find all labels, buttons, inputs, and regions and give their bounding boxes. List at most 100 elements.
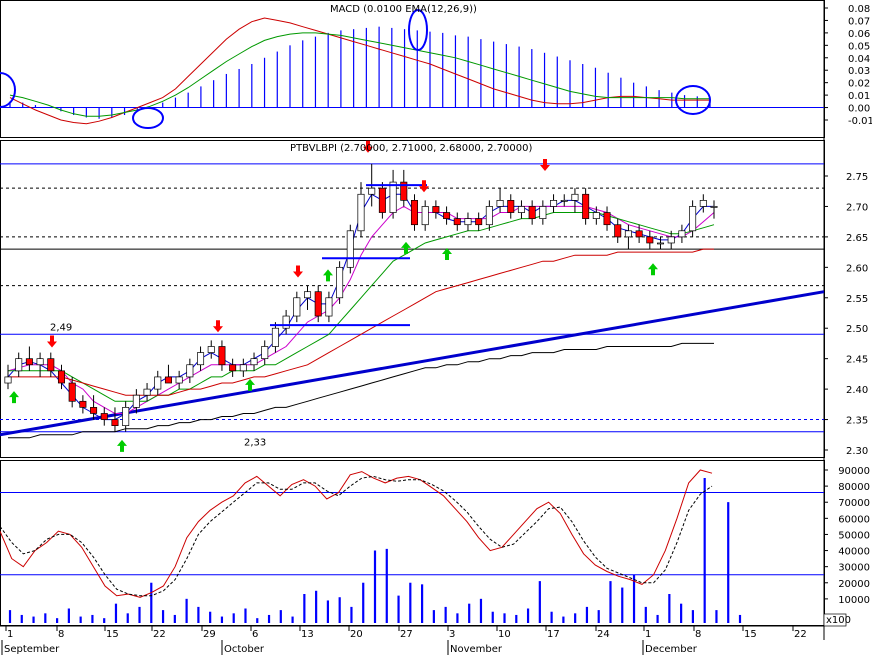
multiplier-box bbox=[823, 613, 847, 627]
macd-ytick-label: 0.03 bbox=[848, 66, 870, 77]
candle-body bbox=[582, 193, 590, 219]
candle-body bbox=[175, 376, 183, 384]
price-high-label: 2,49 bbox=[50, 322, 72, 333]
panel-frame-1 bbox=[0, 0, 825, 138]
candle-body bbox=[154, 376, 162, 390]
candle-body bbox=[293, 297, 301, 317]
candle-body bbox=[57, 370, 65, 384]
stoch-ytick-label: 60000 bbox=[838, 514, 870, 525]
macd-title: MACD (0.0100 EMA(12,26,9)) bbox=[330, 4, 477, 15]
candle-body bbox=[218, 346, 226, 366]
month-label: October bbox=[224, 644, 265, 655]
candle-body bbox=[592, 212, 600, 219]
candle-body bbox=[314, 291, 322, 317]
price-ytick-label: 2.35 bbox=[846, 416, 868, 427]
buy-arrow-icon bbox=[648, 263, 658, 276]
stoch-ytick-label: 40000 bbox=[838, 547, 870, 558]
macd-ytick-label: 0.08 bbox=[848, 4, 870, 15]
macd-ytick-label: 0.04 bbox=[848, 54, 870, 65]
candle-body bbox=[517, 206, 525, 213]
macd-ytick-label: 0.05 bbox=[848, 41, 870, 52]
x-tick-label: 15 bbox=[106, 629, 119, 640]
x-tick-label: 17 bbox=[547, 629, 560, 640]
buy-arrow-icon bbox=[323, 269, 333, 282]
macd-ytick-label: -0.01 bbox=[848, 116, 872, 127]
sell-arrow-icon bbox=[293, 265, 303, 278]
sell-arrow-icon bbox=[363, 140, 373, 153]
candle-body bbox=[239, 364, 247, 372]
candle-body bbox=[475, 218, 483, 226]
annotation-circle bbox=[408, 9, 428, 51]
stoch-ytick-label: 30000 bbox=[838, 563, 870, 574]
price-ytick-label: 2.70 bbox=[846, 202, 868, 213]
price-ytick-label: 2.55 bbox=[846, 294, 868, 305]
candle-body bbox=[400, 181, 408, 201]
sell-arrow-icon bbox=[540, 158, 550, 171]
candle-body bbox=[25, 358, 33, 366]
buy-arrow-icon bbox=[401, 241, 411, 254]
candle-body bbox=[325, 297, 333, 317]
candle-body bbox=[357, 193, 365, 232]
panel-frame-3 bbox=[0, 460, 825, 626]
candle-body bbox=[689, 206, 697, 232]
month-label: December bbox=[645, 644, 698, 655]
candle-body bbox=[507, 200, 515, 213]
candle-body bbox=[186, 364, 194, 378]
candle-body bbox=[100, 413, 108, 420]
candle-body bbox=[432, 206, 440, 213]
macd-ytick-label: 0.00 bbox=[848, 104, 870, 115]
candle-body bbox=[68, 382, 76, 402]
macd-ytick-label: 0.07 bbox=[848, 16, 870, 27]
candle-body bbox=[560, 200, 568, 202]
stoch-ytick-label: 70000 bbox=[838, 498, 870, 509]
candle-body bbox=[624, 230, 632, 238]
candle-body bbox=[635, 230, 643, 238]
x-tick-label: 29 bbox=[203, 629, 216, 640]
stoch-ytick-label: 80000 bbox=[838, 482, 870, 493]
candle-body bbox=[197, 352, 205, 366]
candle-body bbox=[603, 212, 611, 226]
moving-average-3 bbox=[8, 248, 714, 396]
candle-body bbox=[250, 358, 258, 366]
candle-body bbox=[550, 200, 558, 207]
candle-body bbox=[79, 400, 87, 408]
candle-body bbox=[261, 346, 269, 360]
candle-body bbox=[699, 200, 707, 207]
time-axis: 1 8 15 22 29 6 13 20 27 3 10 17 24 1 8 15 22 September Oct… bbox=[0, 625, 824, 655]
x-tick-label: 8 bbox=[695, 629, 701, 640]
candle-body bbox=[304, 291, 312, 299]
candle-body bbox=[122, 407, 130, 426]
stoch-series-1 bbox=[0, 475, 713, 597]
candle-body bbox=[496, 200, 504, 207]
price-ytick-label: 2.30 bbox=[846, 446, 868, 457]
stoch-ytick-label: 10000 bbox=[838, 595, 870, 606]
sell-arrow-icon bbox=[47, 335, 57, 348]
stoch-series-0 bbox=[0, 469, 713, 598]
candle-body bbox=[143, 388, 151, 396]
price-ytick-label: 2.65 bbox=[846, 233, 868, 244]
stoch-ytick-label: 50000 bbox=[838, 530, 870, 541]
candle-body bbox=[539, 206, 547, 219]
candle-body bbox=[229, 364, 237, 372]
stoch-ytick-label: 90000 bbox=[838, 466, 870, 477]
candle-body bbox=[111, 419, 119, 426]
candle-body bbox=[36, 358, 44, 366]
x-tick-label: 24 bbox=[597, 629, 610, 640]
candle-body bbox=[282, 315, 290, 329]
candle-body bbox=[368, 187, 376, 195]
candle-body bbox=[271, 327, 279, 347]
price-panel: 2,49 2,33 2.75 2.70 2.65 2.60 2.55 2.50 2.45 2.40… bbox=[0, 140, 868, 457]
panel-frames bbox=[0, 0, 825, 640]
moving-average-1 bbox=[7, 205, 715, 414]
price-trendline bbox=[0, 290, 825, 437]
price-ytick-label: 2.60 bbox=[846, 263, 868, 274]
candle-body bbox=[453, 218, 461, 226]
price-ytick-label: 2.40 bbox=[846, 385, 868, 396]
stoch-ytick-label: 20000 bbox=[838, 579, 870, 590]
x-tick-label: 13 bbox=[301, 629, 314, 640]
candle-body bbox=[410, 200, 418, 226]
x-tick-label: 27 bbox=[400, 629, 413, 640]
x-tick-label: 20 bbox=[350, 629, 363, 640]
macd-panel: 0.080.07 0.060.05 0.040.03 0.020.01 0.00-0.0… bbox=[0, 4, 872, 129]
multiplier-label: x100 bbox=[826, 615, 851, 626]
